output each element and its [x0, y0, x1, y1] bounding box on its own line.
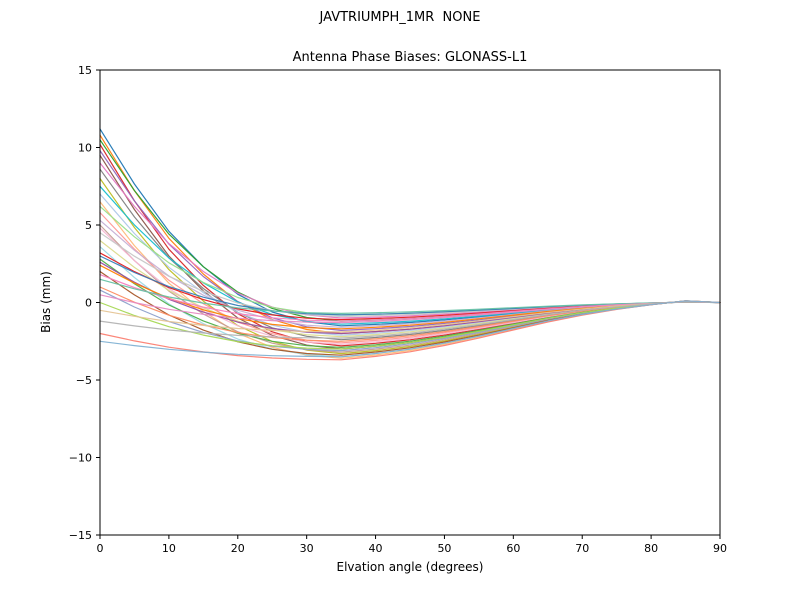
x-tick-label: 60: [506, 542, 520, 555]
series-line-s31: [99, 294, 721, 324]
series-line-s32: [99, 300, 721, 350]
y-tick-label: 0: [85, 297, 92, 310]
x-tick-label: 50: [437, 542, 451, 555]
series-line-s13: [99, 205, 721, 316]
figure-title: JAVTRIUMPH_1MR NONE: [319, 10, 481, 25]
axes-title: Antenna Phase Biases: GLONASS-L1: [292, 50, 528, 65]
x-tick-label: 90: [713, 542, 727, 555]
x-tick-label: 70: [575, 542, 589, 555]
series-line-s28: [99, 278, 721, 314]
series-line-s07: [99, 162, 721, 319]
y-tick-label: −15: [69, 529, 92, 542]
series-line-s36: [99, 300, 721, 358]
x-tick-label: 0: [97, 542, 104, 555]
x-tick-label: 20: [231, 542, 245, 555]
x-tick-label: 80: [644, 542, 658, 555]
x-axis-label: Elvation angle (degrees): [336, 560, 484, 574]
y-tick-label: 5: [85, 219, 92, 232]
x-tick-label: 40: [369, 542, 383, 555]
series-line-s33: [99, 301, 721, 333]
y-tick-label: 10: [78, 142, 92, 155]
y-tick-label: −5: [76, 374, 92, 387]
y-tick-label: 15: [78, 64, 92, 77]
x-tick-label: 30: [300, 542, 314, 555]
x-tick-label: 10: [162, 542, 176, 555]
y-tick-label: −10: [69, 452, 92, 465]
series-line-s34: [99, 300, 721, 339]
